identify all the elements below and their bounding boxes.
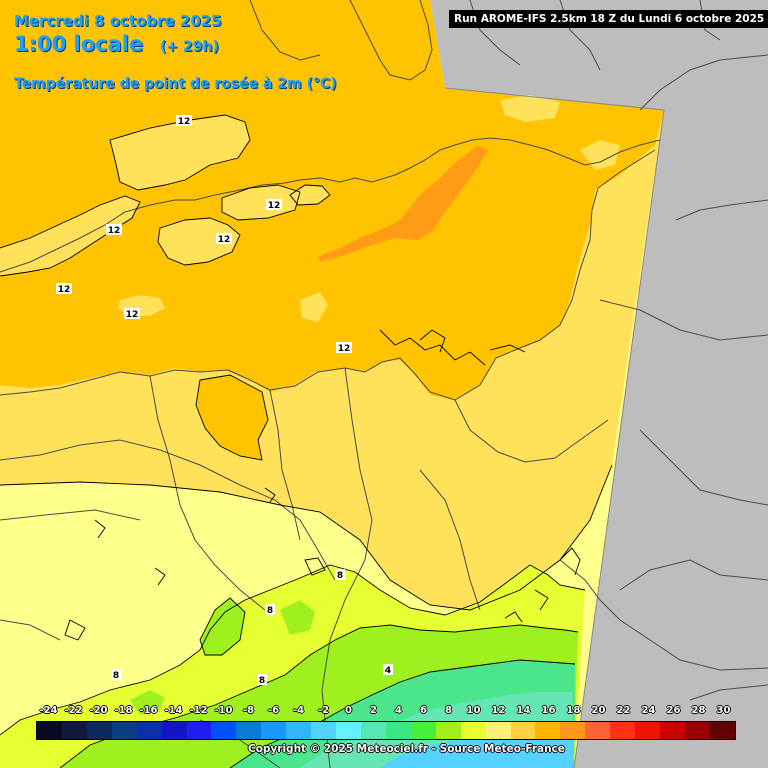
scale-swatch xyxy=(485,722,511,739)
isoline-label: 12 xyxy=(218,235,231,245)
isoline-label: 12 xyxy=(108,226,121,236)
scale-label: -18 xyxy=(114,705,133,716)
scale-swatch xyxy=(585,722,611,739)
scale-label: 4 xyxy=(395,705,402,716)
scale-label: 2 xyxy=(370,705,377,716)
isolines xyxy=(0,114,613,768)
scale-swatch xyxy=(236,722,262,739)
scale-swatch xyxy=(61,722,87,739)
scale-swatch xyxy=(136,722,162,739)
scale-swatch xyxy=(610,722,636,739)
scale-swatch xyxy=(161,722,187,739)
scale-swatch xyxy=(560,722,586,739)
scale-label: 0 xyxy=(345,705,352,716)
scale-label: -20 xyxy=(89,705,108,716)
scale-label: 6 xyxy=(420,705,427,716)
isoline-label: 12 xyxy=(58,285,71,295)
scale-swatch xyxy=(37,722,62,739)
scale-swatch xyxy=(86,722,112,739)
scale-label: 20 xyxy=(591,705,606,716)
scale-swatch xyxy=(510,722,536,739)
isoline-label: 8 xyxy=(337,571,343,581)
scale-label: 18 xyxy=(566,705,581,716)
scale-swatch xyxy=(336,722,361,739)
color-scale-bar xyxy=(36,721,736,740)
scale-label: -22 xyxy=(64,705,83,716)
isoline-label: 4 xyxy=(385,666,391,676)
scale-swatch xyxy=(385,722,411,739)
scale-label: 24 xyxy=(641,705,656,716)
copyright-notice: Copyright © 2025 Meteociel.fr - Source M… xyxy=(248,743,565,755)
scale-swatch xyxy=(435,722,461,739)
isoline-label: 8 xyxy=(259,676,265,686)
scale-label: -8 xyxy=(242,705,255,716)
isoline-label: 8 xyxy=(267,606,273,616)
scale-swatch xyxy=(660,722,685,739)
scale-label: -14 xyxy=(164,705,183,716)
scale-swatch xyxy=(286,722,312,739)
scale-swatch xyxy=(709,722,735,739)
variable-title: Température de point de rosée à 2m (°C) xyxy=(14,76,337,92)
isoline-label: 12 xyxy=(178,117,191,127)
scale-label: -10 xyxy=(214,705,233,716)
scale-label: -24 xyxy=(39,705,58,716)
orange-14-16-zone xyxy=(318,146,488,262)
scale-label: 10 xyxy=(466,705,481,716)
scale-label: -2 xyxy=(317,705,330,716)
scale-label: 8 xyxy=(445,705,452,716)
scale-swatch xyxy=(360,722,386,739)
scale-label: 30 xyxy=(716,705,731,716)
scale-label: 22 xyxy=(616,705,631,716)
forecast-date: Mercredi 8 octobre 2025 xyxy=(14,12,222,30)
isoline-label: 12 xyxy=(338,344,351,354)
scale-label: 14 xyxy=(516,705,531,716)
scale-swatch xyxy=(635,722,661,739)
forecast-lead-time: (+ 29h) xyxy=(160,39,219,55)
scale-swatch xyxy=(410,722,436,739)
color-scale-labels: -24 -22 -20 -18 -16 -14 -12 -10 -8 -6 -4 -2 0 2 4 6 8 10 1… xyxy=(36,705,736,719)
run-info-banner: Run AROME-IFS 2.5km 18 Z du Lundi 6 octo… xyxy=(449,10,768,28)
scale-label: -16 xyxy=(139,705,158,716)
scale-label: -4 xyxy=(292,705,305,716)
scale-swatch xyxy=(186,722,212,739)
scale-swatch xyxy=(111,722,137,739)
scale-swatch xyxy=(261,722,287,739)
scale-label: 16 xyxy=(541,705,556,716)
scale-label: -12 xyxy=(189,705,208,716)
scale-swatch xyxy=(311,722,337,739)
isoline-labels: 12 12 12 12 12 12 12 8 8 8 8 4 xyxy=(56,115,393,686)
scale-swatch xyxy=(535,722,561,739)
scale-label: 28 xyxy=(691,705,706,716)
scale-label: 12 xyxy=(491,705,506,716)
scale-label: 26 xyxy=(666,705,681,716)
scale-swatch xyxy=(460,722,486,739)
isoline-label: 12 xyxy=(268,201,281,211)
isoline-label: 12 xyxy=(126,310,139,320)
scale-swatch xyxy=(211,722,237,739)
forecast-time: 1:00 locale xyxy=(14,32,144,56)
orange-12-14-zone xyxy=(0,0,664,400)
scale-label: -6 xyxy=(267,705,280,716)
scale-swatch xyxy=(684,722,710,739)
isoline-label: 8 xyxy=(113,671,119,681)
